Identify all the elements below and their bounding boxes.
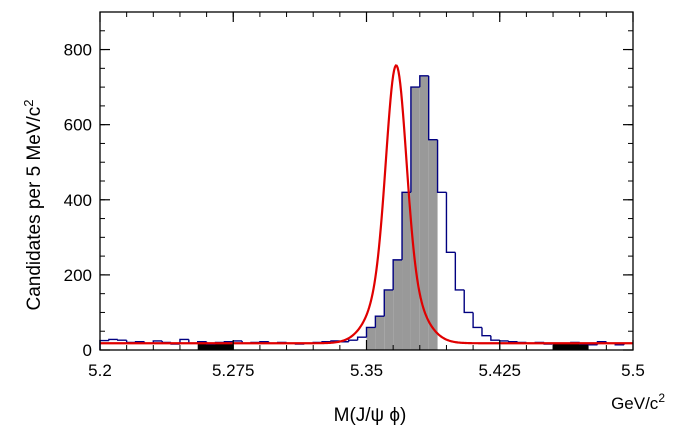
histogram-bin <box>330 340 340 342</box>
sideband-bar <box>553 343 589 350</box>
histogram-bin <box>419 75 429 88</box>
histogram-bin <box>348 339 358 342</box>
histogram-bin <box>383 289 394 317</box>
sideband-bar <box>197 343 234 350</box>
histogram-bin <box>117 339 127 341</box>
histogram-bin <box>108 338 118 341</box>
histogram-bin <box>454 252 465 291</box>
histogram-bin <box>472 312 482 329</box>
fit-curve-group <box>100 64 633 345</box>
histogram-bin <box>356 336 367 341</box>
y-axis-label: Candidates per 5 MeV/c2 <box>21 99 45 310</box>
x-axis-ticks: 5.2 5.275 5.35 5.425 5.5 <box>88 12 645 380</box>
histogram-bin <box>410 86 420 193</box>
histogram-bin <box>507 340 518 343</box>
y-tick-label: 600 <box>64 116 92 135</box>
x-tick-label: 5.425 <box>478 361 521 380</box>
x-axis-label: M(J/ψ ϕ) <box>334 405 407 426</box>
histogram-bin <box>490 335 500 341</box>
histogram-outline <box>99 75 633 350</box>
histogram-bin <box>445 192 456 254</box>
signal-region-fill <box>366 75 438 350</box>
y-tick-label: 0 <box>83 341 92 360</box>
histogram-bin <box>99 339 109 350</box>
fit-curve <box>100 64 633 345</box>
x-axis-unit: GeV/c2 <box>611 391 665 413</box>
signal-bar <box>402 192 411 350</box>
histogram-bin <box>436 139 447 193</box>
signal-bar <box>410 87 420 350</box>
histogram-bin <box>481 327 491 337</box>
x-axis-unit-base: GeV/c <box>611 394 659 413</box>
histogram-bin <box>365 326 376 338</box>
y-tick-label: 400 <box>64 191 92 210</box>
histogram-bin <box>392 259 403 290</box>
x-tick-label: 5.35 <box>350 361 383 380</box>
signal-bar <box>384 289 394 350</box>
y-tick-label: 200 <box>64 266 92 285</box>
signal-bar <box>375 316 385 350</box>
histogram-bin <box>499 340 509 342</box>
histogram-bin <box>232 340 243 342</box>
signal-bar <box>428 139 438 350</box>
y-axis-ticks: 0 200 400 600 800 <box>64 11 633 360</box>
histogram-bin <box>463 289 474 314</box>
x-tick-label: 5.5 <box>621 361 645 380</box>
signal-bar <box>366 327 376 350</box>
x-axis-unit-power: 2 <box>658 391 665 405</box>
y-axis-label-base: Candidates per 5 MeV/c <box>24 107 45 311</box>
y-tick-label: 800 <box>64 41 92 60</box>
signal-bar <box>393 259 403 350</box>
signal-bar <box>419 75 429 350</box>
x-tick-label: 5.275 <box>212 361 255 380</box>
x-tick-label: 5.2 <box>88 361 112 380</box>
plot-frame <box>99 11 634 351</box>
y-axis-label-power: 2 <box>21 99 36 106</box>
sideband-bars <box>197 343 589 350</box>
histogram-bin <box>427 75 438 141</box>
histogram-bin <box>374 315 385 328</box>
